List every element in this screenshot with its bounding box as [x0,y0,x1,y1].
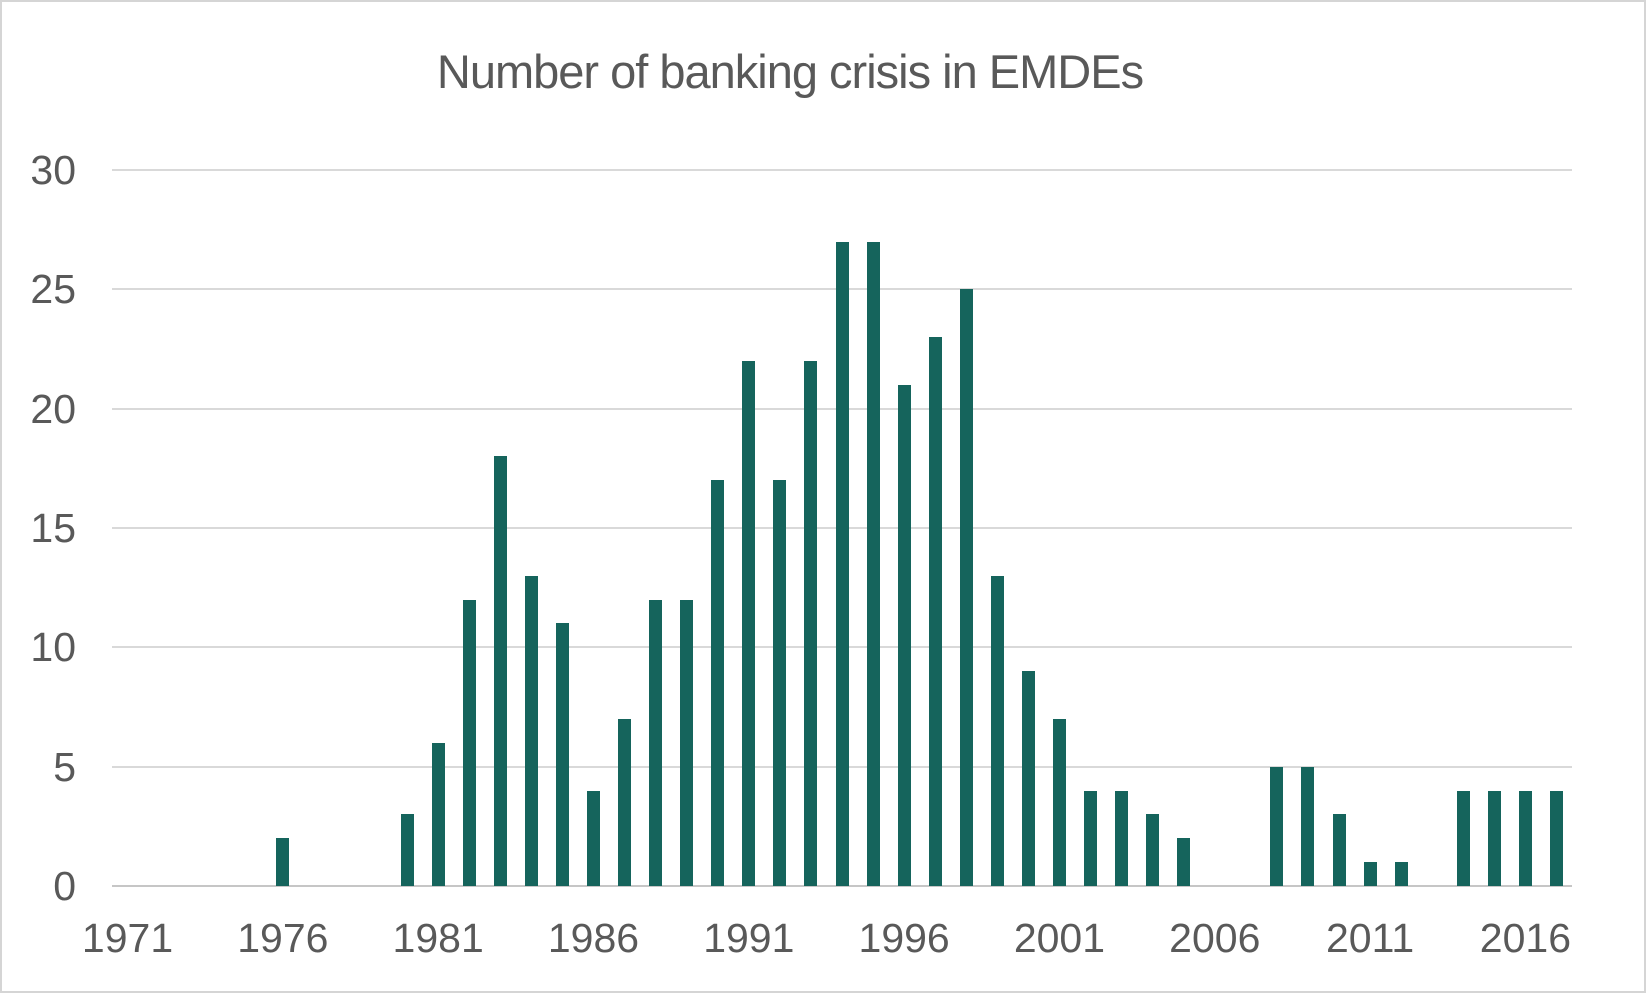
bar-2011 [1363,862,1377,886]
bar-1993 [804,360,818,886]
y-axis-label-5: 5 [53,743,76,790]
bar-2000 [1021,671,1035,886]
y-axis-label-15: 15 [30,504,76,551]
bar-2004 [1146,814,1160,886]
x-axis-label-1996: 1996 [858,915,950,961]
bar-2016 [1518,790,1532,886]
bar-1984 [524,575,538,886]
bar-1995 [866,241,880,886]
y-axis-label-25: 25 [30,266,76,313]
x-axis-label-1971: 1971 [81,915,174,961]
bar-1991 [742,360,756,886]
x-axis-label-1976: 1976 [237,915,329,961]
bar-1983 [493,456,507,886]
bar-1980 [400,814,414,886]
x-axis-label-1981: 1981 [392,915,484,961]
bar-2015 [1487,790,1501,886]
x-axis-line [112,885,1572,887]
bar-1986 [586,790,600,886]
bar-2003 [1115,790,1129,886]
x-axis-label-2006: 2006 [1169,915,1261,961]
bar-1982 [462,599,476,886]
gridline-30 [112,168,1572,171]
y-axis-label-0: 0 [53,863,76,909]
bar-1985 [555,623,569,886]
y-axis-label-10: 10 [30,624,76,671]
bar-2005 [1177,838,1191,886]
x-axis-label-1986: 1986 [547,915,640,961]
x-axis-label-2011: 2011 [1325,915,1415,961]
bar-2017 [1549,790,1563,886]
x-axis-label-1991: 1991 [703,915,795,961]
chart-title: Number of banking crisis in EMDEs [436,45,1144,98]
bar-1994 [835,241,849,886]
bar-2009 [1301,766,1315,886]
bar-2008 [1270,766,1284,886]
y-axis-label-20: 20 [30,385,76,432]
bar-2012 [1394,862,1408,886]
bar-1992 [773,480,787,886]
bar-2002 [1084,790,1097,886]
bar-1996 [897,384,911,886]
bar-1987 [618,718,632,886]
bar-1981 [431,742,445,886]
bar-2010 [1332,814,1346,886]
bar-1998 [959,289,973,886]
bar-1999 [990,575,1004,886]
y-axis-label-30: 30 [30,146,76,193]
bar-1997 [928,336,942,886]
x-axis-label-2016: 2016 [1479,915,1571,961]
bar-2014 [1456,790,1470,886]
bar-1988 [649,599,663,886]
bar-2001 [1052,718,1066,886]
x-axis-label-2001: 2001 [1013,915,1106,961]
bar-1990 [711,480,725,886]
bar-1989 [680,599,694,886]
bar-1976 [276,838,290,886]
